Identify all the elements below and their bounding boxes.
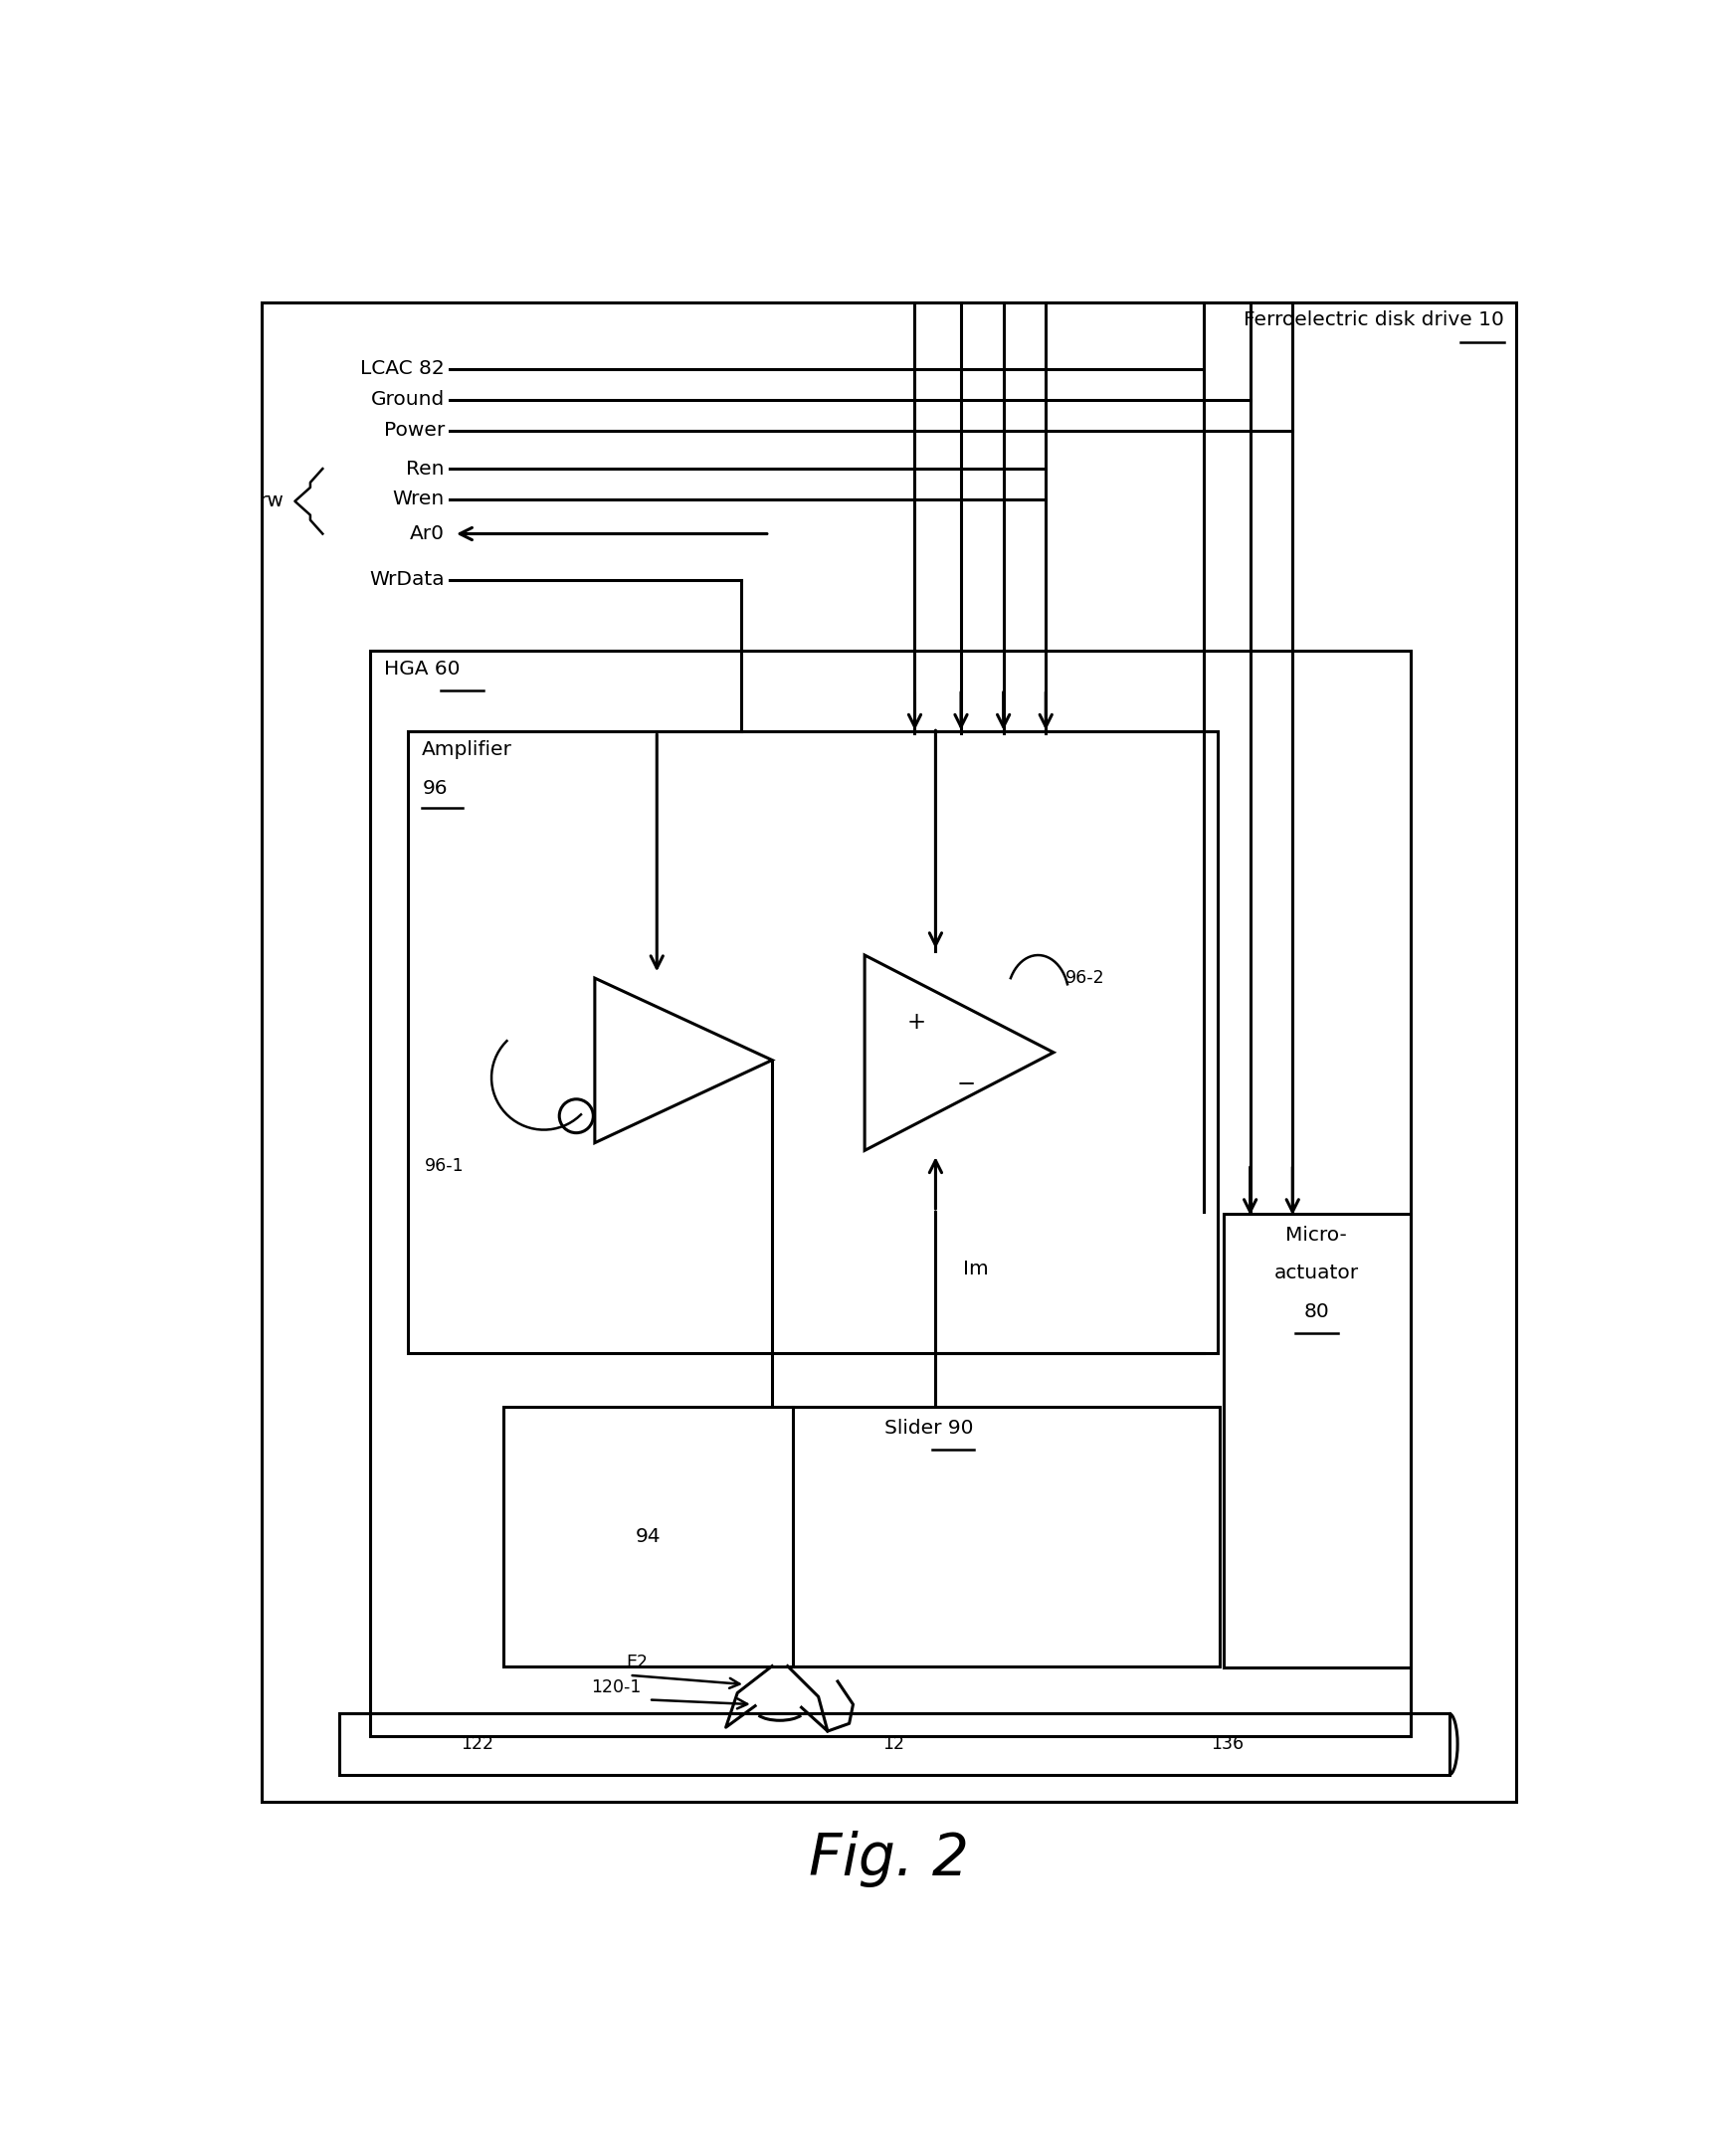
Bar (503, 1406, 1219, 1666)
Text: Amplifier: Amplifier (422, 740, 512, 759)
Text: 12: 12 (884, 1735, 904, 1752)
Text: −: − (957, 1071, 976, 1094)
Text: Slider 90: Slider 90 (885, 1419, 974, 1438)
Text: Ren: Ren (406, 460, 444, 477)
Text: Power: Power (384, 421, 444, 441)
Text: 96-2: 96-2 (1066, 970, 1104, 987)
Text: Ferroelectric disk drive 10: Ferroelectric disk drive 10 (1245, 310, 1505, 329)
Text: HGA 60: HGA 60 (384, 660, 460, 679)
Text: Wren: Wren (392, 490, 444, 510)
Text: Ar0: Ar0 (410, 525, 444, 544)
Text: Fig. 2: Fig. 2 (809, 1832, 969, 1888)
Bar (370, 649, 1411, 1737)
Text: 122: 122 (462, 1735, 495, 1752)
Text: Micro-: Micro- (1286, 1226, 1347, 1245)
Bar (408, 731, 1217, 1354)
Text: 120-1: 120-1 (590, 1679, 641, 1696)
Text: Im: Im (962, 1260, 988, 1279)
Bar (339, 1714, 1450, 1776)
Text: LCAC 82: LCAC 82 (359, 359, 444, 378)
Bar (1224, 1215, 1411, 1668)
Text: rw: rw (259, 492, 283, 512)
Text: 96: 96 (422, 778, 448, 798)
Text: actuator: actuator (1274, 1264, 1359, 1284)
Text: +: + (906, 1010, 925, 1034)
Text: 80: 80 (1304, 1303, 1330, 1320)
Text: Ground: Ground (370, 391, 444, 408)
Text: WrData: WrData (370, 570, 444, 589)
Text: 94: 94 (635, 1526, 661, 1546)
Text: E2: E2 (625, 1653, 648, 1671)
Text: 136: 136 (1210, 1735, 1243, 1752)
Text: 96-1: 96-1 (425, 1157, 465, 1174)
